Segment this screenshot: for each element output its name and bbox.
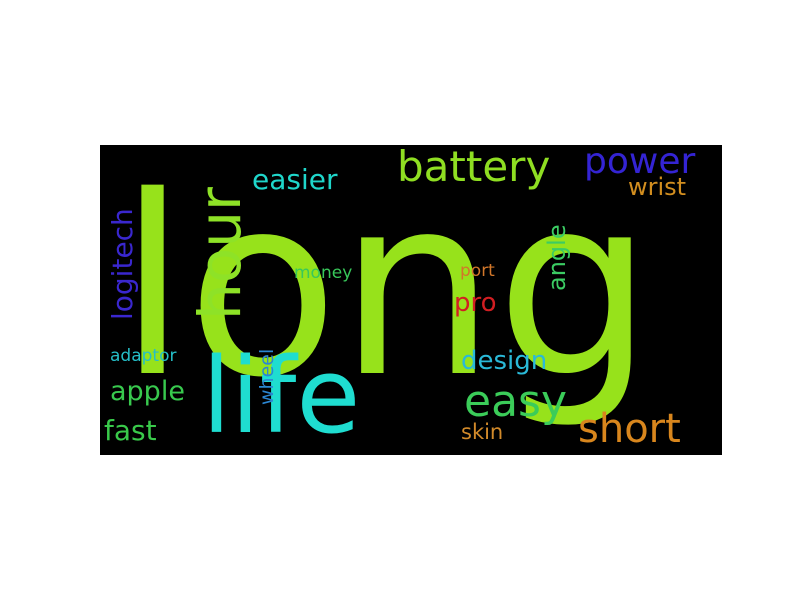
word-money: money xyxy=(294,263,352,283)
word-short: short xyxy=(578,406,681,452)
word-battery: battery xyxy=(397,145,550,191)
word-adaptor: adaptor xyxy=(110,346,176,366)
word-easier: easier xyxy=(252,163,338,196)
word-cloud: long life hour battery power easier wris… xyxy=(100,145,722,455)
word-long: long xyxy=(118,145,653,432)
word-wrist: wrist xyxy=(628,173,686,201)
word-apple: apple xyxy=(110,376,185,407)
word-life: life xyxy=(202,335,360,455)
word-port: port xyxy=(460,261,495,281)
word-cloud-canvas: long life hour battery power easier wris… xyxy=(104,145,695,455)
word-skin: skin xyxy=(461,420,503,444)
word-logitech: logitech xyxy=(106,208,139,320)
word-angle: angle xyxy=(543,224,571,291)
word-pro: pro xyxy=(454,288,497,318)
word-hour: hour xyxy=(186,187,254,320)
word-design: design xyxy=(461,346,547,376)
word-power: power xyxy=(584,145,695,182)
word-easy: easy xyxy=(464,376,567,427)
word-fast: fast xyxy=(104,414,157,447)
word-wheel: wheel xyxy=(256,349,278,405)
